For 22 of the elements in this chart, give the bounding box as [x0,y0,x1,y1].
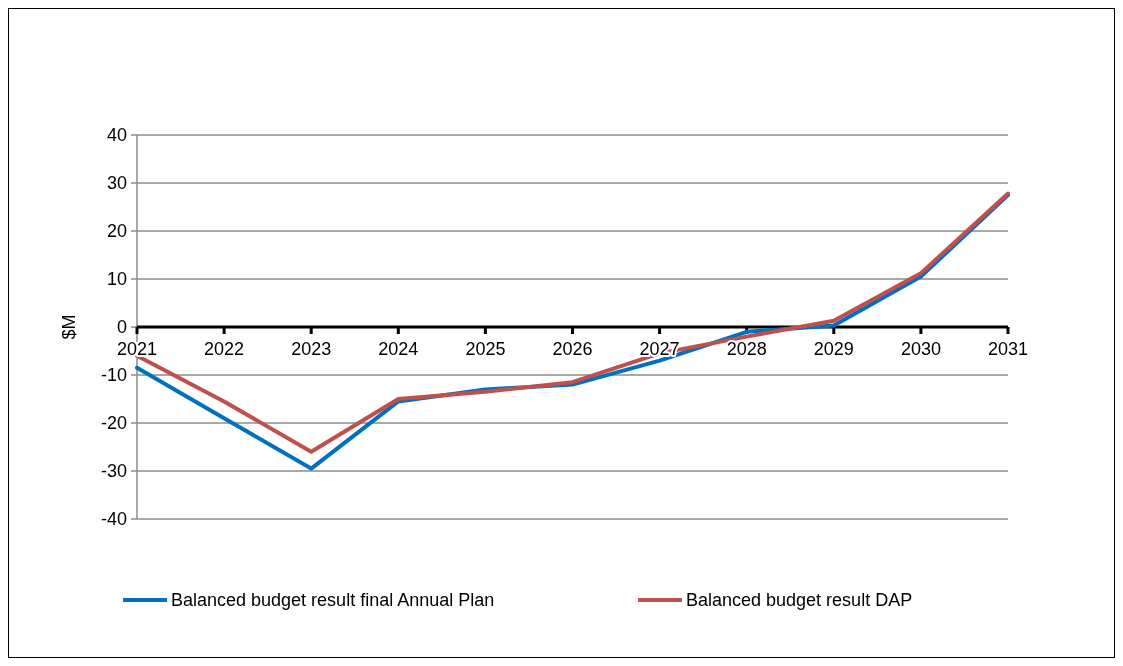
legend-label: Balanced budget result DAP [686,590,913,611]
x-tick-label: 2031 [987,339,1029,359]
x-tick-label: 2025 [465,339,506,359]
y-tick-label: 40 [106,125,127,146]
y-tick-label: 30 [106,173,127,194]
x-tick-label: 2024 [378,339,419,359]
y-tick-label: 10 [106,269,127,290]
y-tick-label: -20 [100,413,127,434]
x-tick-label: 2022 [204,339,245,359]
x-tick-label: 2029 [813,339,854,359]
y-tick-label: -10 [100,365,127,386]
x-tick-label: 2021 [116,339,158,359]
x-tick-label: 2030 [900,339,941,359]
x-tick-label: 2026 [552,339,593,359]
x-tick-label: 2028 [726,339,767,359]
legend-label: Balanced budget result final Annual Plan [171,590,495,611]
y-axis-title: $M [59,314,79,340]
y-tick-label: 20 [106,221,127,242]
y-tick-label: -40 [100,509,127,530]
y-tick-label: 0 [116,317,127,338]
x-tick-label: 2023 [291,339,332,359]
y-tick-label: -30 [100,461,127,482]
